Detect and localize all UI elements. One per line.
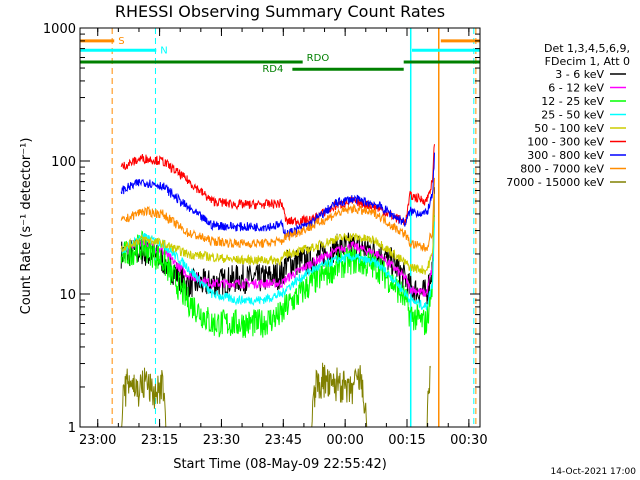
series-line-2 [120, 214, 435, 338]
footer-timestamp: 14-Oct-2021 17:00 [551, 467, 637, 477]
plot-area: S N RDO RD4 [80, 28, 480, 428]
chart-title: RHESSI Observing Summary Count Rates [115, 2, 445, 21]
x-tick-label-6: 00:30 [450, 433, 487, 448]
y-tick-label-0: 1 [68, 421, 76, 436]
legend-entry-2: 12 - 25 keV [541, 95, 604, 108]
state-label-2: N [160, 45, 167, 56]
x-tick-label-2: 23:30 [203, 433, 240, 448]
series-line-0 [120, 187, 435, 305]
series-line-1 [120, 193, 435, 297]
state-label-0: S [118, 36, 124, 47]
x-tick-label-0: 23:00 [79, 433, 116, 448]
plot-frame [79, 27, 481, 428]
x-tick-label-4: 00:00 [326, 433, 363, 448]
series-line-3 [120, 221, 435, 311]
legend-header-0: Det 1,3,4,5,6,9, [544, 42, 630, 55]
x-tick-label-1: 23:15 [141, 433, 178, 448]
legend-entry-7: 800 - 7000 keV [520, 163, 604, 176]
state-label-5: RD4 [262, 64, 283, 75]
legend-header-1: FDecim 1, Att 0 [545, 55, 630, 68]
legend: Det 1,3,4,5,6,9,FDecim 1, Att 03 - 6 keV… [506, 42, 630, 189]
state-label-4: RDO [307, 53, 330, 64]
legend-entry-6: 300 - 800 keV [527, 149, 604, 162]
axis-ticks: 23:00 23:15 23:30 23:45 00:00 00:15 00:30 1 10 10… [43, 22, 488, 448]
y-axis-label: Count Rate (s⁻¹ detector⁻¹) [19, 138, 34, 315]
legend-entry-3: 25 - 50 keV [541, 109, 604, 122]
y-tick-label-1: 10 [59, 288, 76, 303]
legend-entry-8: 7000 - 15000 keV [506, 176, 604, 189]
series-line-7 [120, 177, 435, 252]
series-line-8 [121, 362, 431, 428]
series-line-6 [120, 152, 435, 239]
y-tick-label-2: 100 [51, 155, 76, 170]
series-line-5 [120, 144, 435, 226]
legend-entry-0: 3 - 6 keV [555, 68, 604, 81]
legend-entry-4: 50 - 100 keV [534, 122, 604, 135]
x-tick-label-5: 00:15 [388, 433, 425, 448]
x-tick-label-3: 23:45 [265, 433, 302, 448]
legend-entry-1: 6 - 12 keV [548, 82, 604, 95]
y-tick-label-3: 1000 [43, 22, 76, 37]
series-line-4 [120, 193, 435, 275]
x-axis-label: Start Time (08-May-09 22:55:42) [173, 457, 387, 472]
legend-entry-5: 100 - 300 keV [527, 136, 604, 149]
